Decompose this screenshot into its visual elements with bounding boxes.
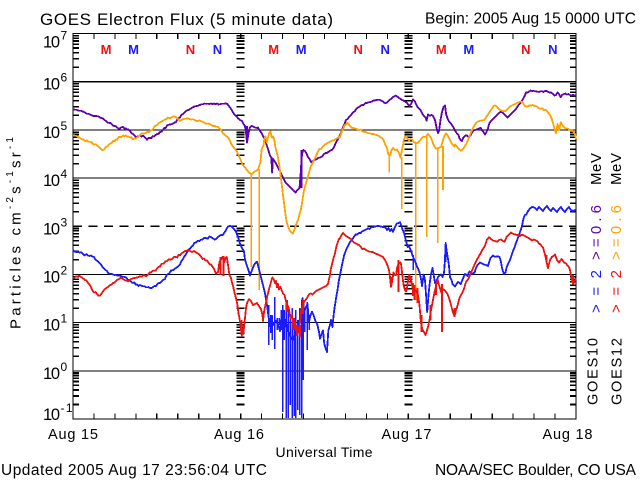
svg-text:M: M	[463, 42, 474, 57]
svg-text:10: 10	[43, 365, 60, 383]
svg-text:10: 10	[43, 269, 60, 287]
svg-text:5: 5	[61, 119, 68, 133]
svg-text:MeV: MeV	[608, 153, 625, 185]
svg-text:10: 10	[43, 76, 60, 94]
svg-text:>=0.6: >=0.6	[608, 205, 625, 260]
svg-text:GOES12: GOES12	[610, 338, 626, 405]
svg-text:MeV: MeV	[588, 153, 605, 185]
svg-text:2: 2	[61, 264, 68, 278]
svg-text:10: 10	[43, 172, 60, 190]
svg-text:1: 1	[61, 312, 68, 326]
svg-text:10: 10	[43, 220, 60, 238]
svg-text:M: M	[436, 42, 447, 57]
svg-text:NOAA/SEC Boulder, CO USA: NOAA/SEC Boulder, CO USA	[435, 462, 637, 479]
svg-text:3: 3	[61, 215, 68, 229]
svg-text:M: M	[268, 42, 279, 57]
svg-text:Aug 15: Aug 15	[48, 427, 98, 443]
svg-text:N: N	[186, 42, 195, 57]
svg-text:Begin: 2005 Aug 15 0000 UTC: Begin: 2005 Aug 15 0000 UTC	[425, 11, 636, 28]
svg-text:N: N	[548, 42, 557, 57]
svg-text:N: N	[521, 42, 530, 57]
svg-text:6: 6	[61, 71, 68, 85]
svg-text:10: 10	[43, 124, 60, 142]
svg-text:-1: -1	[61, 401, 73, 415]
svg-text:M: M	[101, 42, 112, 57]
svg-text:10: 10	[43, 317, 60, 335]
svg-text:GOES Electron Flux (5 minute d: GOES Electron Flux (5 minute data)	[40, 10, 333, 29]
svg-text:7: 7	[61, 29, 68, 43]
svg-text:Particles cm-2s-1sr-1: Particles cm-2s-1sr-1	[5, 137, 25, 329]
svg-text:>=2: >=2	[588, 270, 605, 313]
svg-text:10: 10	[43, 406, 60, 424]
svg-text:Aug 16: Aug 16	[214, 427, 264, 443]
svg-text:M: M	[296, 42, 307, 57]
svg-text:Aug 18: Aug 18	[543, 427, 593, 443]
svg-text:N: N	[213, 42, 222, 57]
svg-text:GOES10: GOES10	[586, 338, 602, 405]
svg-text:Universal Time: Universal Time	[276, 444, 373, 460]
svg-text:Aug 17: Aug 17	[382, 427, 432, 443]
svg-text:>=2: >=2	[608, 270, 625, 313]
svg-text:N: N	[381, 42, 390, 57]
svg-text:N: N	[354, 42, 363, 57]
svg-text:4: 4	[61, 167, 68, 181]
svg-text:0: 0	[61, 360, 68, 374]
svg-text:10: 10	[43, 34, 60, 52]
svg-text:Updated 2005 Aug 17 23:56:04 U: Updated 2005 Aug 17 23:56:04 UTC	[1, 462, 267, 479]
svg-text:>=0.6: >=0.6	[588, 205, 605, 260]
svg-text:M: M	[128, 42, 139, 57]
